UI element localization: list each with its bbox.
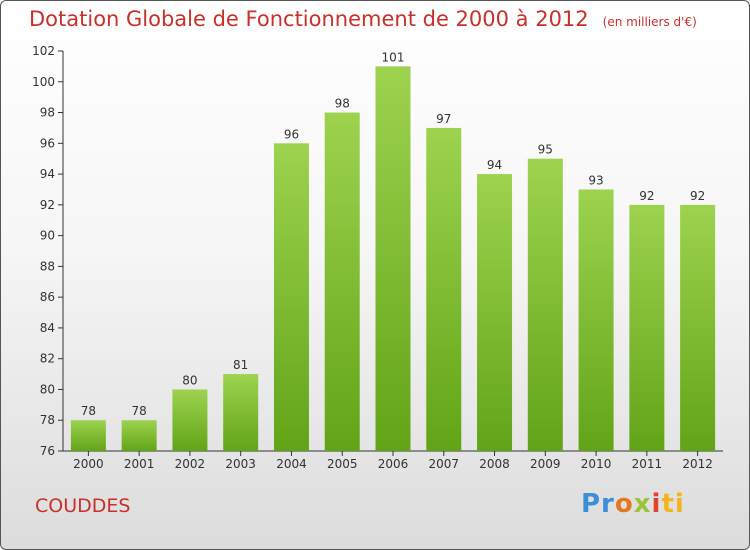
plot-area: 76 78 80 82 84 86 88 90 92 94 96 98 100 102 78 2000 78 20… <box>32 44 723 471</box>
y-tick-label: 88 <box>40 259 55 273</box>
bar <box>375 66 411 451</box>
y-tick-label: 90 <box>40 229 55 243</box>
x-tick-label: 2009 <box>530 457 561 471</box>
y-tick-label: 84 <box>40 321 55 335</box>
bar-value-label: 92 <box>690 189 705 203</box>
y-tick-label: 76 <box>40 444 55 458</box>
bar <box>121 420 157 451</box>
x-tick-label: 2012 <box>682 457 713 471</box>
commune-name: COUDDES <box>35 495 131 517</box>
bar <box>680 204 716 451</box>
y-tick-label: 98 <box>40 106 55 120</box>
x-tick-label: 2002 <box>175 457 206 471</box>
bar <box>273 143 309 452</box>
bar-value-label: 80 <box>182 373 197 387</box>
logo-part-3: x <box>633 489 652 519</box>
logo-part-5: ti <box>661 489 685 519</box>
chart-title: Dotation Globale de Fonctionnement de 20… <box>29 7 697 31</box>
y-tick-label: 82 <box>40 352 55 366</box>
logo-part-1: Pr <box>581 489 615 519</box>
logo-part-2: o <box>614 489 634 519</box>
bar <box>477 174 513 452</box>
x-tick-label: 2007 <box>428 457 459 471</box>
x-tick-label: 2011 <box>632 457 663 471</box>
bar-value-label: 101 <box>382 50 405 64</box>
bar-value-label: 94 <box>487 158 502 172</box>
x-tick-label: 2000 <box>73 457 104 471</box>
bar-value-label: 97 <box>436 112 451 126</box>
bar-value-label: 78 <box>81 404 96 418</box>
bar-value-label: 81 <box>233 358 248 372</box>
y-tick-label: 78 <box>40 413 55 427</box>
x-tick-label: 2010 <box>581 457 612 471</box>
x-tick-label: 2006 <box>378 457 409 471</box>
chart-title-text: Dotation Globale de Fonctionnement de 20… <box>29 7 589 31</box>
y-tick-label: 86 <box>40 290 55 304</box>
bar <box>629 204 665 451</box>
bar <box>527 158 563 451</box>
x-tick-label: 2001 <box>124 457 155 471</box>
y-tick-label: 100 <box>32 75 55 89</box>
proxiti-logo: Proxiti <box>581 489 685 519</box>
bar-value-label: 93 <box>588 173 603 187</box>
bar-value-label: 78 <box>132 404 147 418</box>
y-tick-label: 94 <box>40 167 55 181</box>
y-tick-label: 96 <box>40 136 55 150</box>
y-tick-label: 102 <box>32 44 55 58</box>
bar <box>172 389 208 451</box>
x-tick-label: 2003 <box>225 457 256 471</box>
bar-value-label: 98 <box>335 97 350 111</box>
bar-value-label: 95 <box>538 143 553 157</box>
x-tick-label: 2008 <box>479 457 510 471</box>
y-tick-label: 80 <box>40 382 55 396</box>
bar-value-label: 96 <box>284 127 299 141</box>
bar <box>70 420 106 451</box>
bar <box>223 374 259 451</box>
bar-value-label: 92 <box>639 189 654 203</box>
y-tick-label: 92 <box>40 198 55 212</box>
chart-unit: (en milliers d'€) <box>602 15 697 29</box>
bar <box>324 112 360 452</box>
x-tick-label: 2004 <box>276 457 307 471</box>
bar <box>578 189 614 451</box>
logo-part-4: i <box>651 489 662 519</box>
bar <box>426 127 462 451</box>
x-tick-label: 2005 <box>327 457 358 471</box>
